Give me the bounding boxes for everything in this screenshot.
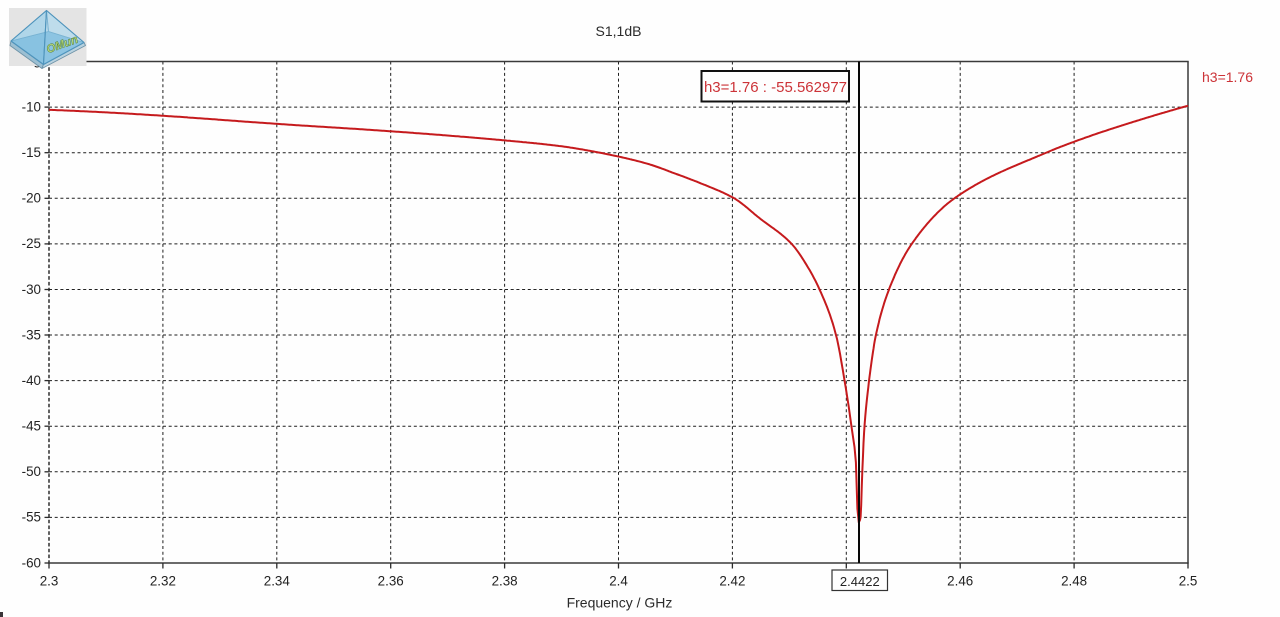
svg-text:2.46: 2.46 [947,574,973,589]
svg-text:2.42: 2.42 [719,574,745,589]
svg-text:S1,1dB: S1,1dB [596,23,642,39]
svg-text:-15: -15 [22,145,41,160]
svg-text:h3=1.76 : -55.562977: h3=1.76 : -55.562977 [704,79,847,96]
svg-text:h3=1.76: h3=1.76 [1202,69,1253,85]
svg-text:2.3: 2.3 [40,574,59,589]
svg-text:-10: -10 [22,99,41,114]
svg-text:-35: -35 [22,327,41,342]
svg-text:2.5: 2.5 [1179,574,1198,589]
svg-text:-25: -25 [22,236,41,251]
svg-text:-20: -20 [22,191,41,206]
svg-text:2.32: 2.32 [150,574,176,589]
svg-text:-30: -30 [22,282,41,297]
svg-text:-50: -50 [22,464,41,479]
svg-text:-40: -40 [22,373,41,388]
svg-text:2.4: 2.4 [609,574,628,589]
svg-text:2.48: 2.48 [1061,574,1087,589]
svg-text:2.4422: 2.4422 [840,574,880,589]
svg-text:Frequency / GHz: Frequency / GHz [567,595,673,611]
svg-text:2.34: 2.34 [264,574,291,589]
svg-text:-45: -45 [22,419,41,434]
svg-text:-60: -60 [22,555,41,570]
svg-text:-55: -55 [22,510,41,525]
svg-text:2.36: 2.36 [378,574,404,589]
svg-text:2.38: 2.38 [492,574,518,589]
